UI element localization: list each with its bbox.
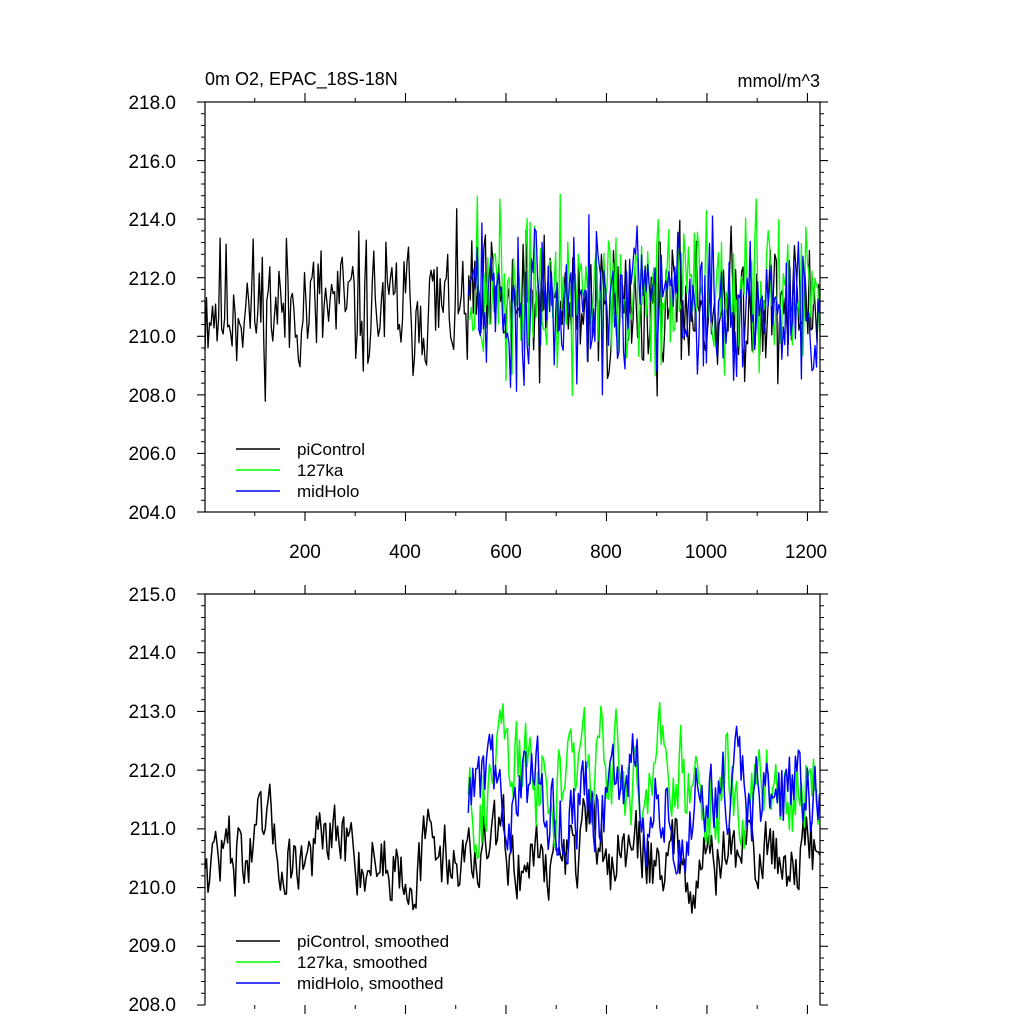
top-y-tick-label: 218.0 (128, 93, 176, 114)
bottom-y-tick-label: 213.0 (128, 702, 176, 723)
top-x-tick-label: 600 (490, 542, 522, 563)
bottom-y-tick-label: 212.0 (128, 761, 176, 782)
top-y-tick-label: 210.0 (128, 327, 176, 348)
bottom-series-layer (204, 701, 821, 914)
series-line-picontrol (204, 208, 821, 402)
bottom-axis-ticks (197, 585, 828, 1014)
top-y-tick-label: 212.0 (128, 269, 176, 290)
top-y-tick-label: 216.0 (128, 152, 176, 173)
top-x-tick-label: 800 (590, 542, 622, 563)
top-plot-frame (204, 101, 821, 513)
top-series-layer (204, 193, 821, 402)
top-axis-ticks (197, 93, 828, 521)
legend-label-127ka: 127ka (297, 461, 344, 480)
top-legend: piControl 127ka midHolo (236, 440, 365, 501)
bottom-y-tick-label: 208.0 (128, 995, 176, 1016)
series-line-127ka (467, 193, 821, 397)
top-x-tick-label: 400 (389, 542, 421, 563)
top-y-tick-label: 204.0 (128, 503, 176, 524)
top-x-tick-label: 1000 (685, 542, 727, 563)
top-chart-title: 0m O2, EPAC_18S-18N (205, 69, 398, 90)
bottom-y-tick-label: 211.0 (130, 819, 176, 840)
top-x-tick-label: 1200 (785, 542, 827, 563)
bottom-legend: piControl, smoothed 127ka, smoothed midH… (236, 932, 449, 993)
top-y-tick-label: 208.0 (128, 386, 176, 407)
bottom-y-tick-label: 214.0 (128, 643, 176, 664)
top-panel: 0m O2, EPAC_18S-18N mmol/m^3 218.0 216.0… (128, 69, 828, 563)
bottom-y-tick-label: 210.0 (128, 878, 176, 899)
top-chart-units: mmol/m^3 (738, 71, 820, 91)
bottom-y-tick-label: 209.0 (128, 936, 176, 957)
top-x-tick-label: 200 (289, 542, 321, 563)
top-y-tick-label: 214.0 (128, 210, 176, 231)
bottom-y-tick-label: 215.0 (128, 585, 176, 606)
legend-label-127ka-smoothed: 127ka, smoothed (297, 953, 427, 972)
series-line-midholo (467, 214, 821, 396)
legend-label-midholo: midHolo (297, 482, 359, 501)
legend-label-picontrol-smoothed: piControl, smoothed (297, 932, 449, 951)
top-x-tick-labels: 200 400 600 800 1000 1200 (289, 542, 827, 563)
series-line-127ka-smoothed (467, 701, 821, 860)
top-y-tick-label: 206.0 (128, 444, 176, 465)
legend-label-midholo-smoothed: midHolo, smoothed (297, 974, 443, 993)
top-y-tick-labels: 218.0 216.0 214.0 212.0 210.0 208.0 206.… (128, 93, 176, 524)
bottom-plot-frame (204, 593, 821, 1005)
series-line-midholo-smoothed (467, 725, 821, 875)
bottom-panel: 215.0 214.0 213.0 212.0 211.0 210.0 209.… (128, 585, 828, 1016)
legend-label-picontrol: piControl (297, 440, 365, 459)
series-line-picontrol-smoothed (204, 783, 821, 914)
bottom-y-tick-labels: 215.0 214.0 213.0 212.0 211.0 210.0 209.… (128, 585, 176, 1016)
